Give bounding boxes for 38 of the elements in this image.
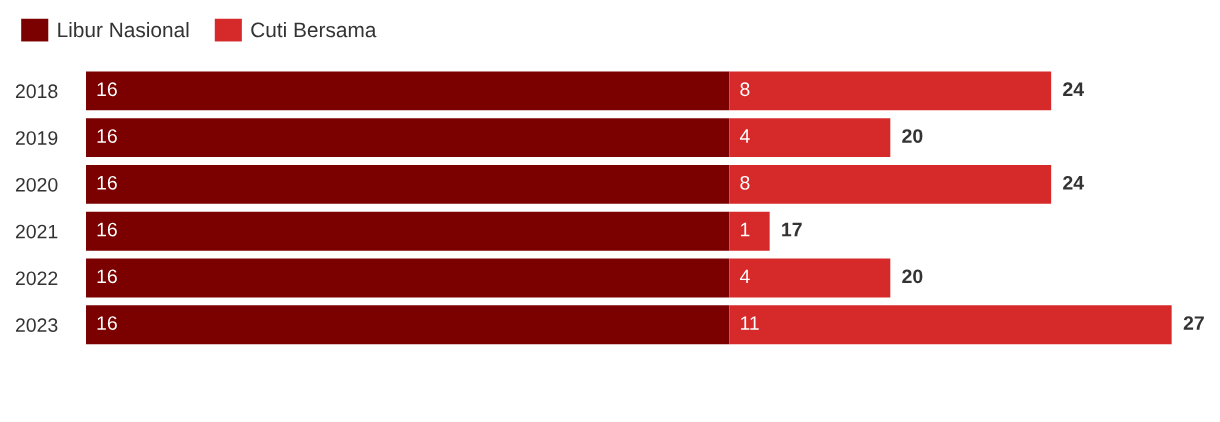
y-tick-label: 2023 <box>15 318 58 332</box>
total-label: 24 <box>1063 82 1084 96</box>
data-label: 16 <box>97 222 117 237</box>
bar <box>86 258 730 298</box>
legend-label: Cuti Bersama <box>251 21 377 38</box>
bar <box>729 305 1172 345</box>
bar <box>729 211 770 251</box>
y-tick-label: 2018 <box>15 84 58 99</box>
legend-label: Libur Nasional <box>58 21 189 38</box>
y-tick-label: 2019 <box>15 131 58 145</box>
bar <box>86 165 730 204</box>
bar <box>729 165 1052 204</box>
y-tick-label: 2022 <box>15 271 58 286</box>
data-label: 4 <box>739 269 750 284</box>
bar <box>86 211 730 251</box>
data-label: 8 <box>740 175 750 190</box>
total-label: 24 <box>1063 175 1084 190</box>
total-label: 20 <box>902 129 923 143</box>
total-label: 20 <box>902 269 923 284</box>
data-label: 16 <box>97 129 117 143</box>
bar <box>86 71 730 111</box>
data-label: 16 <box>97 82 117 97</box>
data-label: 4 <box>739 129 750 143</box>
data-label: 16 <box>97 316 117 330</box>
y-tick-label: 2021 <box>15 224 58 239</box>
total-label: 27 <box>1183 316 1204 330</box>
bar <box>729 71 1052 111</box>
data-label: 11 <box>740 316 759 330</box>
y-tick-label: 2020 <box>15 177 58 192</box>
data-label: 16 <box>97 175 117 190</box>
data-label: 1 <box>740 222 750 237</box>
total-label: 17 <box>782 222 802 237</box>
data-label: 8 <box>740 82 750 97</box>
bar <box>729 118 891 158</box>
data-label: 16 <box>97 269 117 284</box>
bar <box>86 305 730 345</box>
bar <box>86 118 730 158</box>
bar <box>729 258 891 298</box>
